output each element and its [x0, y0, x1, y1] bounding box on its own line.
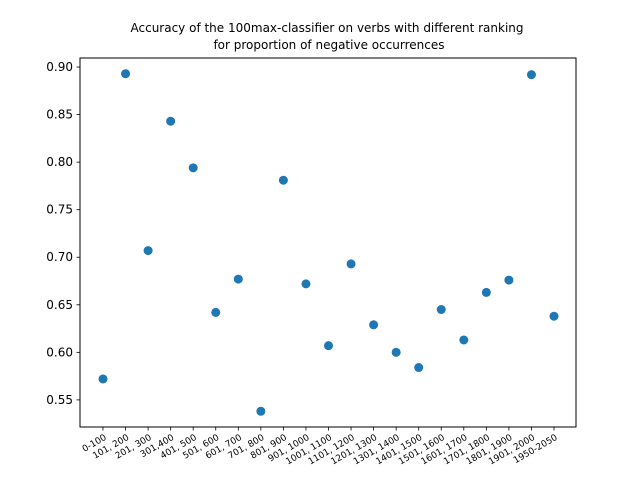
data-point [346, 259, 356, 269]
data-point [301, 279, 311, 289]
y-tick-label: 0.55 [46, 393, 73, 407]
y-tick-label: 0.75 [46, 203, 73, 217]
y-tick-label: 0.90 [46, 60, 73, 74]
data-point [436, 305, 446, 315]
data-point [188, 163, 198, 173]
chart-title-line-1: Accuracy of the 100max-classifier on ver… [131, 21, 524, 35]
data-point [526, 70, 536, 80]
data-point [278, 175, 288, 185]
y-tick-label: 0.60 [46, 345, 73, 359]
plot-frame [79, 57, 577, 428]
y-tick-label: 0.80 [46, 155, 73, 169]
data-point [121, 69, 131, 79]
data-point [166, 116, 176, 126]
data-point [414, 363, 424, 373]
data-point [481, 287, 491, 297]
data-point [391, 347, 401, 357]
data-point [256, 406, 266, 416]
y-tick-label: 0.85 [46, 108, 73, 122]
y-tick-label: 0.65 [46, 298, 73, 312]
data-point [459, 335, 469, 345]
data-point [324, 341, 333, 351]
data-point [233, 274, 243, 284]
data-point [211, 307, 221, 317]
data-point [549, 311, 559, 321]
data-point [98, 374, 108, 384]
data-point [504, 275, 514, 285]
y-tick-label: 0.70 [46, 250, 73, 264]
y-axis: 0.55 0.60 0.65 0.70 0.75 0.80 0.85 0.90 [46, 60, 80, 407]
chart-title-line-2: for proportion of negative occurrences [213, 38, 444, 52]
data-point [143, 246, 153, 256]
data-points [98, 69, 559, 416]
data-point [369, 320, 379, 330]
